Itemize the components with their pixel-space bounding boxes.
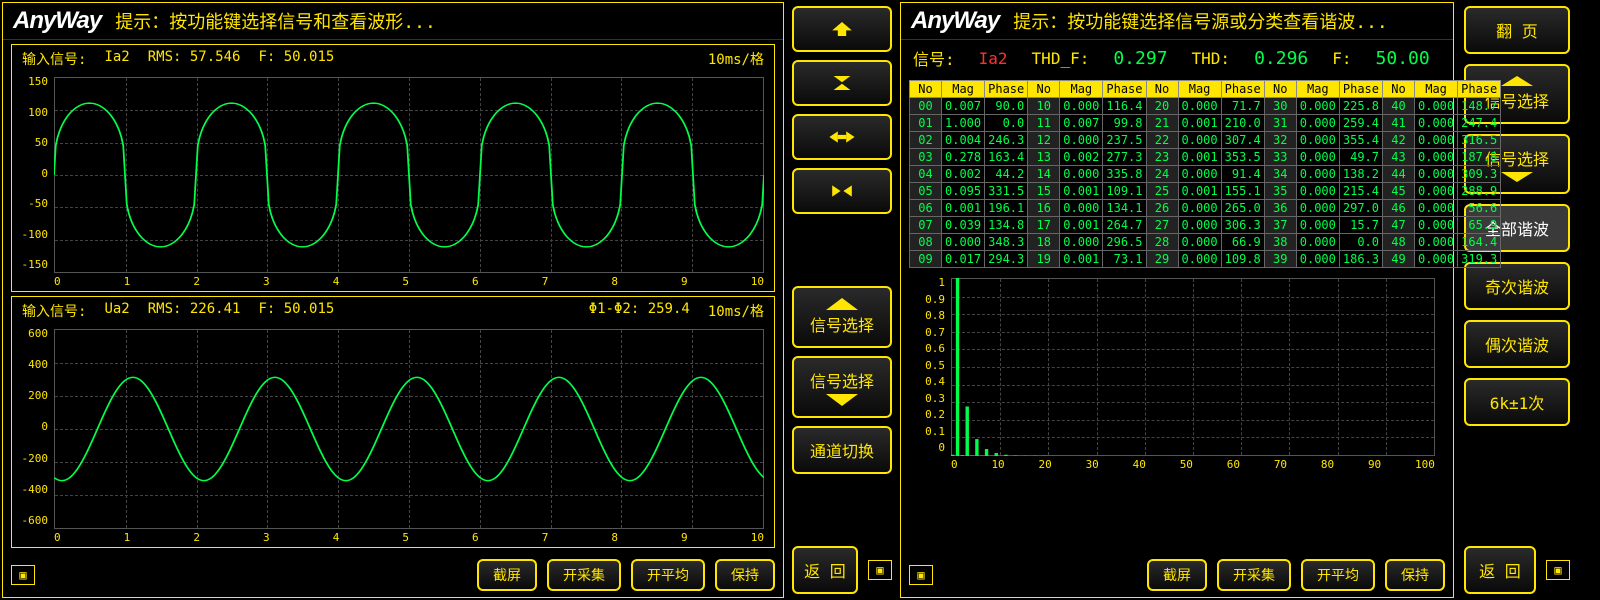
chart1-label: 输入信号: xyxy=(22,49,86,69)
odd-harmonics-button[interactable]: 奇次谐波 xyxy=(1464,262,1570,310)
r-start-button[interactable]: 开采集 xyxy=(1217,559,1291,591)
signal-value: Ia2 xyxy=(979,49,1008,68)
r-return-icon[interactable]: ▣ xyxy=(1546,560,1570,580)
collapse-v-icon-button[interactable] xyxy=(792,60,892,106)
chart2-f: F: 50.015 xyxy=(258,301,334,321)
hold-button[interactable]: 保持 xyxy=(715,559,775,591)
chart1-rms: RMS: 57.546 xyxy=(148,49,241,69)
f-label: F: xyxy=(1332,49,1351,68)
mid-signal-select-2[interactable]: 信号选择 xyxy=(792,356,892,418)
chart1-f: F: 50.015 xyxy=(258,49,334,69)
channel-switch-button[interactable]: 通道切换 xyxy=(792,426,892,474)
collapse-h-icon-button[interactable] xyxy=(792,168,892,214)
mid-return-icon[interactable]: ▣ xyxy=(868,560,892,580)
r-return-button[interactable]: 返 回 xyxy=(1464,546,1536,594)
screenshot-button[interactable]: 截屏 xyxy=(477,559,537,591)
f-value: 50.00 xyxy=(1376,48,1430,69)
chart2-signal: Ua2 xyxy=(104,301,129,321)
avg-button[interactable]: 开平均 xyxy=(631,559,705,591)
chart1-plot: 150100500-50-100-150 012345678910 xyxy=(12,73,774,291)
mid-signal-select-1[interactable]: 信号选择 xyxy=(792,286,892,348)
thdf-label: THD_F: xyxy=(1032,49,1090,68)
chart2-box: 输入信号: Ua2 RMS: 226.41 F: 50.015 Φ1-Φ2: 2… xyxy=(11,296,775,548)
harmonics-barplot: 10.90.80.70.60.50.40.30.20.10 0102030405… xyxy=(909,274,1445,474)
harmonics-panel: AnyWay 提示：按功能键选择信号源或分类查看谐波... 信号: Ia2 TH… xyxy=(900,2,1454,598)
mid-buttons: 信号选择 信号选择 通道切换 返 回 ▣ xyxy=(786,2,898,598)
chart2-rms: RMS: 226.41 xyxy=(148,301,241,321)
chart2-label: 输入信号: xyxy=(22,301,86,321)
chart1-timediv: 10ms/格 xyxy=(708,49,764,69)
signal-label: 信号: xyxy=(913,46,955,70)
chart1-box: 输入信号: Ia2 RMS: 57.546 F: 50.015 10ms/格 1… xyxy=(11,44,775,292)
page-button[interactable]: 翻 页 xyxy=(1464,6,1570,54)
waveform-panel: AnyWay 提示：按功能键选择信号和查看波形... 输入信号: Ia2 RMS… xyxy=(2,2,784,598)
left-header: AnyWay 提示：按功能键选择信号和查看波形... xyxy=(3,3,783,40)
mid-return-button[interactable]: 返 回 xyxy=(792,546,858,594)
thd-label: THD: xyxy=(1192,49,1231,68)
right-header: AnyWay 提示：按功能键选择信号源或分类查看谐波... xyxy=(901,3,1453,40)
r-hold-button[interactable]: 保持 xyxy=(1385,559,1445,591)
logo-right: AnyWay xyxy=(911,7,999,35)
start-button[interactable]: 开采集 xyxy=(547,559,621,591)
r-avg-button[interactable]: 开平均 xyxy=(1301,559,1375,591)
chart1-signal: Ia2 xyxy=(104,49,129,69)
right-hint: 提示：按功能键选择信号源或分类查看谐波... xyxy=(1013,8,1388,34)
chart1-info: 输入信号: Ia2 RMS: 57.546 F: 50.015 10ms/格 xyxy=(12,45,774,73)
chart2-plot: 6004002000-200-400-600 012345678910 xyxy=(12,325,774,547)
left-bottombar: ▣ 截屏 开采集 开平均 保持 xyxy=(11,559,775,591)
power-icon[interactable]: ▣ xyxy=(11,565,35,585)
up-icon-button[interactable] xyxy=(792,6,892,52)
logo: AnyWay xyxy=(13,7,101,35)
chart2-timediv: 10ms/格 xyxy=(708,301,764,321)
thd-value: 0.296 xyxy=(1254,48,1308,69)
even-harmonics-button[interactable]: 偶次谐波 xyxy=(1464,320,1570,368)
thdf-value: 0.297 xyxy=(1113,48,1167,69)
stats-line: 信号: Ia2 THD_F: 0.297 THD: 0.296 F: 50.00 xyxy=(901,40,1453,76)
expand-h-icon-button[interactable] xyxy=(792,114,892,160)
chart2-phi: Φ1-Φ2: 259.4 xyxy=(589,301,690,321)
power-icon-right[interactable]: ▣ xyxy=(909,565,933,585)
harmonics-table: NoMagPhaseNoMagPhaseNoMagPhaseNoMagPhase… xyxy=(909,80,1501,268)
right-bottombar: ▣ 截屏 开采集 开平均 保持 xyxy=(909,559,1445,591)
chart2-info: 输入信号: Ua2 RMS: 226.41 F: 50.015 Φ1-Φ2: 2… xyxy=(12,297,774,325)
6k-harmonics-button[interactable]: 6k±1次 xyxy=(1464,378,1570,426)
left-hint: 提示：按功能键选择信号和查看波形... xyxy=(115,8,436,34)
r-screenshot-button[interactable]: 截屏 xyxy=(1147,559,1207,591)
